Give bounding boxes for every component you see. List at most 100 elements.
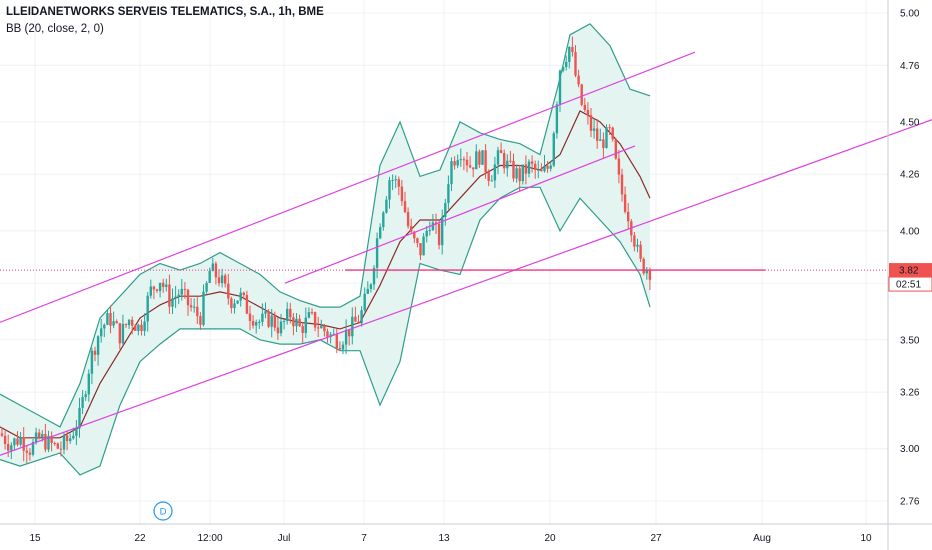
candle-body-26	[81, 397, 84, 408]
candle-body-23	[72, 435, 75, 439]
candle-body-16	[50, 435, 53, 444]
time-axis[interactable]: 15 22 12:00 Jul 7 13 20 27 Aug 10	[0, 523, 932, 544]
candle-body-52	[162, 282, 165, 287]
candle-body-35	[109, 313, 112, 326]
bollinger-bands	[0, 23, 651, 476]
candle-body-165	[512, 160, 515, 179]
bb-lower-line	[0, 186, 651, 476]
candle-body-22	[69, 438, 72, 442]
price-axis[interactable]: 5.004.764.504.264.003.763.503.263.002.76…	[887, 0, 932, 550]
candle-body-110	[341, 344, 345, 350]
candle-body-150	[465, 159, 469, 166]
candle-body-20	[62, 435, 66, 450]
price-tick-label: 4.26	[900, 170, 920, 181]
channel-line-1	[284, 145, 636, 284]
candle-body-112	[348, 329, 351, 337]
candle-body-134	[416, 238, 419, 244]
dividend-marker-label: D	[160, 507, 167, 518]
candle-body-18	[56, 443, 59, 449]
candle-body-98	[304, 317, 307, 333]
candle-body-50	[155, 289, 159, 291]
candle-body-181	[561, 67, 565, 71]
candle-body-1	[3, 435, 7, 445]
candle-body-186	[577, 75, 580, 85]
time-tick-label: 22	[134, 533, 146, 544]
candle-body-131	[406, 212, 410, 227]
candle-body-13	[41, 433, 44, 438]
candle-body-201	[623, 194, 627, 212]
trend-channel-lines[interactable]	[0, 51, 932, 456]
indicator-legend[interactable]: BB (20, close, 2, 0)	[6, 23, 104, 35]
candle-body-25	[78, 407, 81, 429]
candle-body-159	[493, 164, 497, 181]
candle-body-73	[227, 283, 230, 299]
candle-body-153	[475, 151, 478, 170]
candle-body-173	[537, 169, 540, 171]
current-price-tag	[889, 263, 932, 278]
candle-body-200	[620, 174, 624, 195]
candle-body-82	[255, 322, 258, 326]
time-tick-label: 7	[361, 533, 367, 544]
candle-body-184	[571, 47, 574, 53]
candle-body-96	[298, 318, 301, 327]
candle-body-54	[168, 284, 171, 307]
candle-body-191	[592, 128, 596, 131]
candle-body-32	[100, 328, 103, 337]
candle-body-21	[65, 435, 69, 442]
candle-body-3	[10, 445, 13, 451]
candle-body-44	[137, 324, 140, 331]
candle-body-33	[103, 324, 106, 329]
candle-body-70	[217, 277, 221, 284]
candle-body-157	[487, 172, 490, 182]
candle-body-164	[509, 160, 512, 162]
candle-body-107	[332, 333, 335, 335]
countdown-label: 02:51	[896, 280, 921, 291]
time-tick-label: 20	[544, 533, 556, 544]
candle-body-46	[143, 321, 146, 332]
candle-body-120	[372, 267, 376, 285]
candle-body-209	[648, 269, 652, 280]
candlestick-series	[0, 36, 652, 464]
candle-body-58	[180, 288, 183, 295]
candle-body-118	[366, 288, 369, 294]
candle-body-0	[0, 433, 4, 436]
candle-body-9	[28, 452, 32, 455]
candle-body-43	[134, 325, 137, 331]
candle-body-130	[403, 201, 407, 213]
candle-body-125	[388, 180, 391, 200]
candle-body-135	[419, 243, 422, 256]
candle-body-160	[496, 150, 500, 165]
candle-body-104	[323, 325, 326, 332]
candle-body-116	[360, 310, 363, 324]
candle-body-29	[90, 350, 94, 374]
candle-body-119	[369, 284, 373, 289]
candle-body-139	[431, 222, 435, 231]
candle-body-141	[437, 223, 441, 246]
candle-body-74	[230, 298, 233, 309]
candle-body-39	[121, 323, 125, 344]
candle-body-37	[115, 321, 118, 324]
candle-body-190	[589, 115, 593, 131]
candle-body-30	[93, 350, 97, 355]
candle-body-102	[317, 327, 320, 329]
time-tick-label: 15	[29, 533, 41, 544]
candle-body-205	[636, 244, 639, 247]
candle-body-149	[462, 159, 466, 161]
candle-body-97	[301, 326, 304, 333]
dividend-event-marker[interactable]: D	[153, 501, 173, 521]
candle-body-53	[165, 284, 168, 287]
candle-body-83	[258, 321, 261, 323]
candle-body-183	[568, 47, 571, 62]
candle-body-162	[503, 153, 506, 169]
candle-body-8	[25, 450, 28, 453]
candle-body-187	[580, 84, 583, 105]
candle-body-31	[96, 336, 100, 355]
candle-body-88	[273, 315, 276, 328]
candle-body-193	[599, 139, 602, 141]
price-tick-label: 5.00	[900, 9, 920, 20]
candle-body-19	[59, 448, 63, 450]
candle-body-140	[434, 222, 438, 224]
candle-body-95	[295, 318, 298, 327]
price-tick-label: 4.00	[900, 226, 920, 237]
